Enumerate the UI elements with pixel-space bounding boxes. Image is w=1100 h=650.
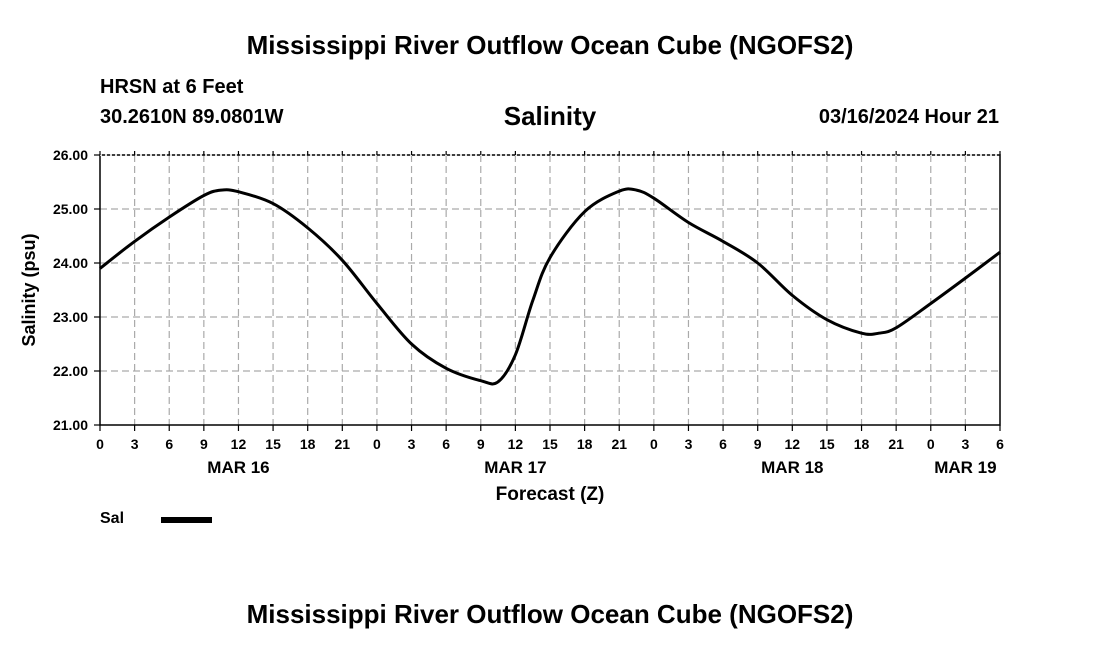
x-date-label: MAR 16 <box>207 458 269 477</box>
y-tick-label: 24.00 <box>53 255 88 271</box>
x-tick-label: 3 <box>685 436 693 452</box>
x-tick-label: 15 <box>542 436 558 452</box>
y-tick-label: 21.00 <box>53 417 88 433</box>
x-tick-label: 0 <box>96 436 104 452</box>
grid <box>100 155 1000 425</box>
x-tick-label: 15 <box>819 436 835 452</box>
x-tick-label: 6 <box>996 436 1004 452</box>
x-tick-label: 12 <box>508 436 524 452</box>
x-tick-label: 0 <box>373 436 381 452</box>
x-tick-label: 9 <box>477 436 485 452</box>
y-axis-label: Salinity (psu) <box>19 233 39 346</box>
y-tick-label: 23.00 <box>53 309 88 325</box>
x-tick-label: 6 <box>442 436 450 452</box>
coordinates-label: 30.2610N 89.0801W <box>100 106 284 128</box>
x-tick-label: 9 <box>754 436 762 452</box>
axis-ticks: 21.00 22.00 23.00 24.00 25.00 26.00 0 3 6 9 12 15 18… <box>53 147 1004 477</box>
x-tick-label: 18 <box>300 436 316 452</box>
x-tick-label: 21 <box>335 436 351 452</box>
x-tick-label: 3 <box>961 436 969 452</box>
series-layer <box>99 187 1001 386</box>
x-date-label: MAR 18 <box>761 458 823 477</box>
y-tick-label: 25.00 <box>53 201 88 217</box>
forecast-datetime: 03/16/2024 Hour 21 <box>818 106 999 128</box>
x-tick-label: 18 <box>854 436 870 452</box>
y-tick-label: 22.00 <box>53 363 88 379</box>
y-tick-label: 26.00 <box>53 147 88 163</box>
x-date-label: MAR 17 <box>484 458 546 477</box>
x-tick-label: 12 <box>231 436 247 452</box>
bottom-title: Mississippi River Outflow Ocean Cube (NG… <box>246 599 854 629</box>
main-title: Mississippi River Outflow Ocean Cube (NG… <box>246 30 854 60</box>
x-date-label: MAR 19 <box>934 458 996 477</box>
x-tick-label: 21 <box>611 436 627 452</box>
x-tick-label: 3 <box>131 436 139 452</box>
chart-title: Salinity <box>503 101 597 131</box>
x-tick-label: 0 <box>927 436 935 452</box>
x-tick-label: 6 <box>719 436 727 452</box>
legend-line-swatch <box>161 517 212 523</box>
station-label: HRSN at 6 Feet <box>100 76 244 98</box>
x-tick-label: 15 <box>265 436 281 452</box>
legend-label: Sal <box>100 510 125 527</box>
series-line-sal <box>99 187 1001 386</box>
x-tick-label: 0 <box>650 436 658 452</box>
x-tick-label: 21 <box>888 436 904 452</box>
x-tick-label: 3 <box>408 436 416 452</box>
x-tick-label: 6 <box>165 436 173 452</box>
x-axis-label: Forecast (Z) <box>496 484 605 505</box>
x-tick-label: 12 <box>785 436 801 452</box>
x-tick-label: 9 <box>200 436 208 452</box>
x-tick-label: 18 <box>577 436 593 452</box>
